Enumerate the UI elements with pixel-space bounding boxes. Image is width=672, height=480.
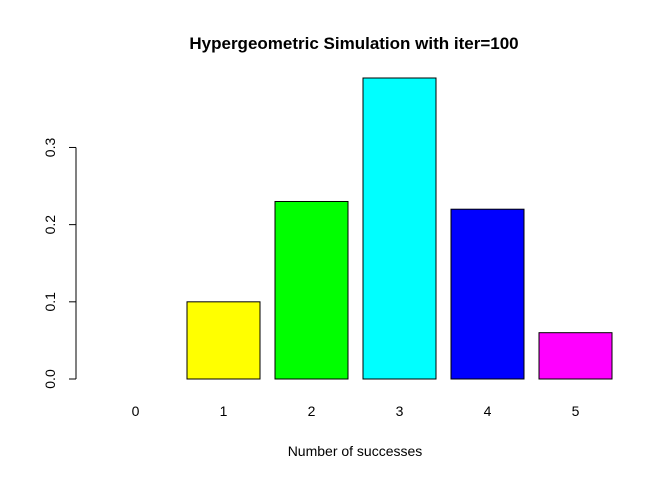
x-tick-label: 1 <box>220 403 228 419</box>
x-tick-label: 3 <box>396 403 404 419</box>
x-tick-label: 2 <box>308 403 316 419</box>
bars-group <box>186 77 613 380</box>
chart-title: Hypergeometric Simulation with iter=100 <box>189 34 518 53</box>
x-axis-label: Number of successes <box>288 443 423 459</box>
y-tick-label: 0.1 <box>42 292 58 312</box>
x-tick-label: 0 <box>132 403 140 419</box>
bar-4 <box>450 208 525 380</box>
x-tick-label: 4 <box>484 403 492 419</box>
x-tick-labels: 0 1 2 3 4 5 <box>132 403 580 419</box>
bar-2 <box>274 200 349 380</box>
bar-3 <box>362 77 437 380</box>
y-axis: 0.0 0.1 0.2 0.3 <box>42 138 77 389</box>
x-tick-label: 5 <box>572 403 580 419</box>
y-tick-label: 0.2 <box>42 215 58 235</box>
y-tick-label: 0.3 <box>42 138 58 158</box>
y-tick-label: 0.0 <box>42 369 58 389</box>
bar-5 <box>538 332 613 380</box>
bar-1 <box>186 301 261 380</box>
